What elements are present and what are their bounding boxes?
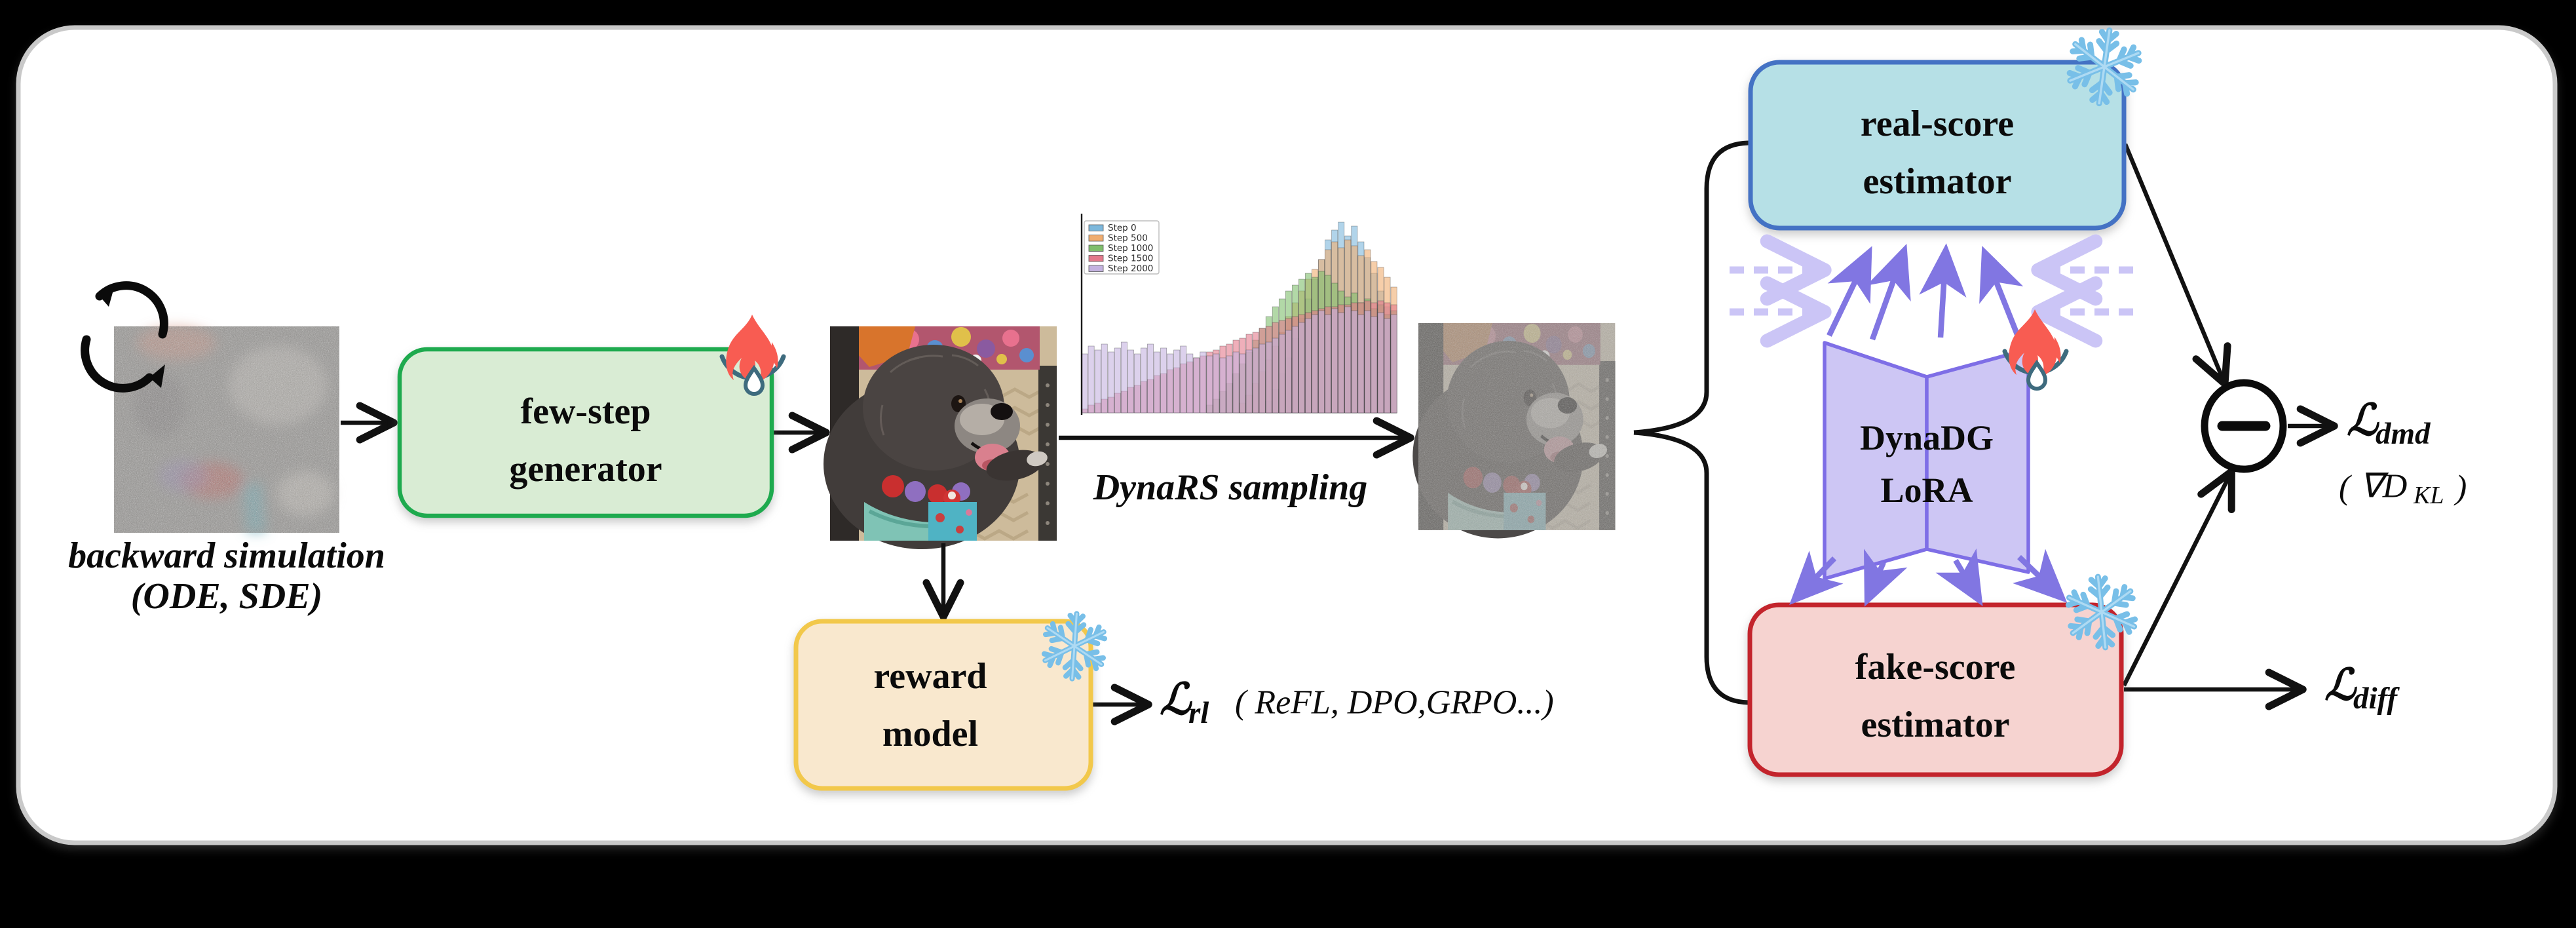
loss-rl-symbol: ℒ bbox=[1160, 676, 1192, 724]
legend-swatch-step-500 bbox=[1088, 235, 1104, 242]
loss-dmd-note-close: ) bbox=[2453, 469, 2467, 507]
flow-arrows bbox=[341, 143, 2338, 725]
generated-image bbox=[824, 326, 1057, 549]
fake-score-label-line2: estimator bbox=[1861, 705, 2009, 745]
legend-swatch-step-2000 bbox=[1088, 265, 1104, 272]
split-brace bbox=[1633, 140, 1751, 705]
loss-dmd-note-main: ∇D bbox=[2360, 468, 2407, 505]
generator-label-line1: few-step bbox=[520, 391, 651, 432]
loss-dmd-symbol: ℒ bbox=[2347, 397, 2379, 445]
fake-score-label-line1: fake-score bbox=[1855, 647, 2016, 687]
real-score-label-line1: real-score bbox=[1861, 104, 2014, 144]
arrow-lora-down-2 bbox=[1863, 549, 1908, 607]
node-boxes bbox=[397, 60, 2127, 791]
real-score-label-line2: estimator bbox=[1863, 161, 2011, 202]
arrow-lora-down-4 bbox=[2013, 549, 2068, 603]
arrow-lora-up-3 bbox=[1919, 243, 1967, 338]
reward-model-box bbox=[793, 619, 1093, 791]
arrow-fake-to-minus bbox=[2122, 467, 2235, 687]
backward-sim-caption-line1: backward simulation bbox=[68, 535, 385, 576]
histogram-bars bbox=[1081, 222, 1397, 414]
lora-label-line1: DynaDG bbox=[1860, 418, 1994, 457]
reward-label-line1: reward bbox=[873, 656, 987, 697]
minus-operator bbox=[2201, 379, 2287, 473]
loss-dmd-note-sub: KL bbox=[2413, 482, 2444, 509]
backward-sim-caption-line2: (ODE, SDE) bbox=[131, 576, 322, 617]
arrow-lora-down-3 bbox=[1935, 548, 1983, 606]
reward-label-line2: model bbox=[882, 714, 978, 754]
histogram-legend: Step 0 Step 500 Step 1000 Step 1500 Step… bbox=[1084, 220, 1160, 275]
legend-label-step-1000: Step 1000 bbox=[1108, 243, 1153, 254]
legend-label-step-0: Step 0 bbox=[1108, 223, 1137, 233]
lora-arrows bbox=[1789, 243, 2068, 607]
legend-label-step-1500: Step 1500 bbox=[1108, 254, 1153, 264]
legend-swatch-step-0 bbox=[1088, 224, 1104, 231]
dynadg-lora-shape bbox=[1823, 341, 2030, 581]
renoised-image bbox=[1412, 323, 1615, 538]
loss-rl-note: ( ReFL, DPO,GRPO...) bbox=[1235, 684, 1554, 722]
loss-diff-sub: diff bbox=[2353, 682, 2400, 716]
noise-latent-image bbox=[114, 326, 339, 533]
real-score-estimator-box bbox=[1748, 60, 2127, 231]
dynars-histogram: Step 0 Step 500 Step 1000 Step 1500 Step… bbox=[1080, 214, 1397, 415]
generator-label-line2: generator bbox=[509, 449, 662, 490]
context-dashed-arrows bbox=[1730, 234, 2133, 348]
legend-swatch-step-1500 bbox=[1088, 255, 1104, 262]
arrow-lora-down-1 bbox=[1789, 551, 1844, 606]
loss-diff-symbol: ℒ bbox=[2324, 662, 2357, 710]
arrow-lora-up-2 bbox=[1866, 243, 1911, 341]
lora-label-line2: LoRA bbox=[1880, 471, 1973, 510]
legend-swatch-step-1000 bbox=[1088, 244, 1104, 252]
arrow-lora-up-4 bbox=[1979, 246, 2024, 347]
dynars-sampling-label: DynaRS sampling bbox=[1093, 467, 1368, 508]
legend-label-step-2000: Step 2000 bbox=[1108, 263, 1153, 274]
cycle-arrows-icon bbox=[81, 281, 168, 393]
loss-dmd-note-open: ( bbox=[2339, 469, 2352, 507]
few-step-generator-box bbox=[397, 347, 774, 518]
arrow-real-to-minus bbox=[2123, 143, 2231, 388]
loss-dmd-sub: dmd bbox=[2376, 417, 2431, 451]
loss-rl-sub: rl bbox=[1188, 696, 1209, 730]
fake-score-estimator-box bbox=[1747, 602, 2124, 777]
legend-label-step-500: Step 500 bbox=[1108, 233, 1148, 244]
arrow-lora-up-1 bbox=[1827, 246, 1872, 337]
